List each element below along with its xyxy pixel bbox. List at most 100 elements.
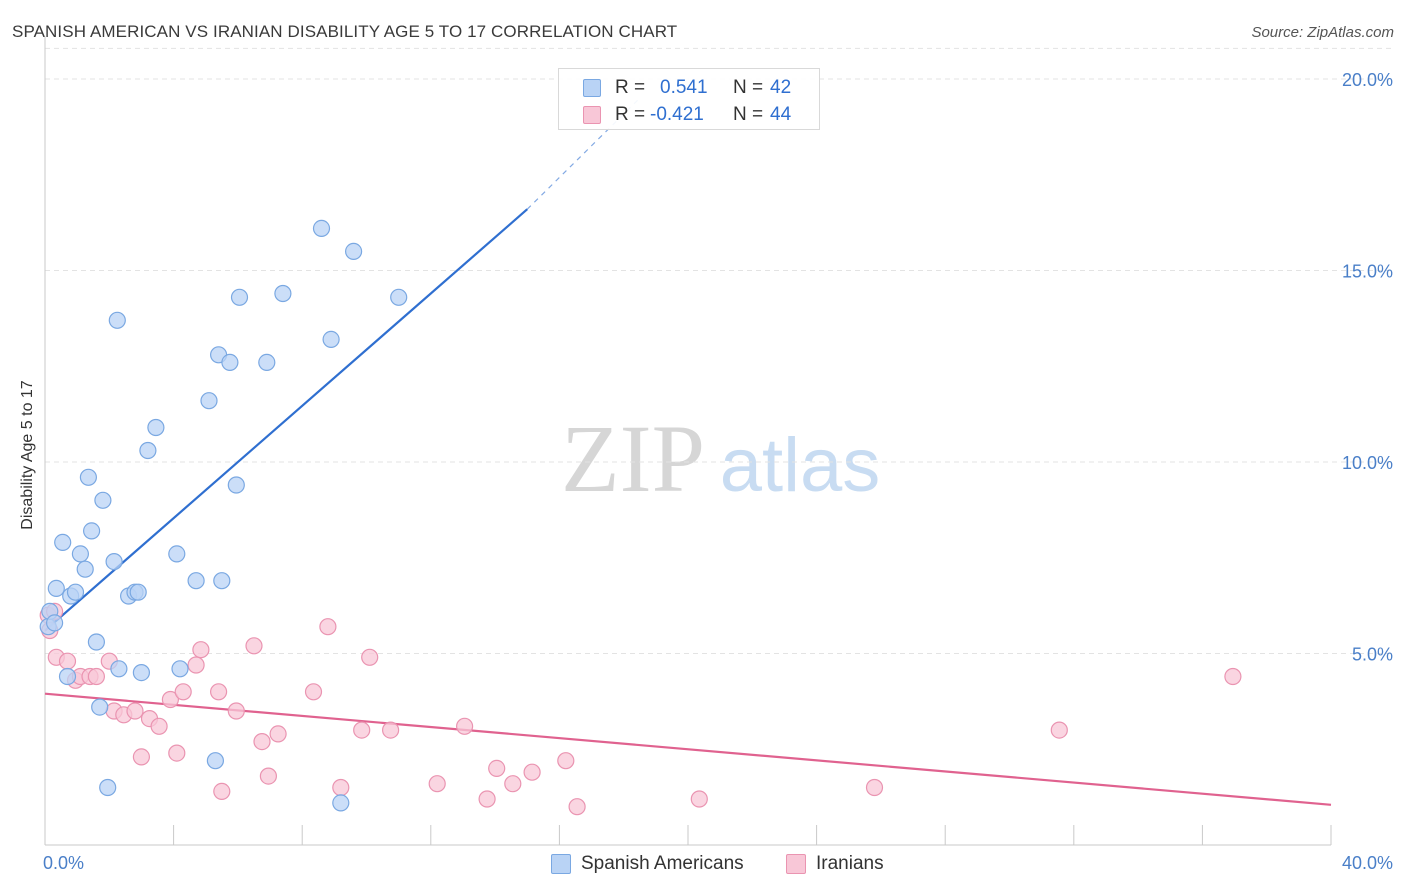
y-tick-label: 10.0% <box>1342 453 1393 473</box>
iranian-point <box>523 763 541 781</box>
iranian-point <box>382 721 400 739</box>
legend-swatch-blue <box>551 854 571 874</box>
iranian-point <box>174 683 192 701</box>
iranian-point <box>187 656 205 674</box>
legend-r-value: -0.421 <box>650 104 704 125</box>
iranian-point <box>1050 721 1068 739</box>
legend-n-label: N = <box>733 104 764 125</box>
spanish-american-point <box>79 468 98 486</box>
legend-swatch-pink <box>786 854 806 874</box>
spanish-american-point <box>110 660 128 678</box>
spanish-american-point <box>227 476 245 494</box>
spanish-american-point <box>390 288 408 306</box>
y-tick-label: 5.0% <box>1352 645 1393 665</box>
iranian-point <box>1224 667 1242 686</box>
spanish-american-point <box>45 614 64 632</box>
iranian-point <box>319 618 337 636</box>
spanish-american-point <box>91 698 109 716</box>
iranian-point <box>332 778 350 797</box>
iranian-point <box>227 702 245 720</box>
iranian-point <box>361 648 379 666</box>
iranian-point <box>168 744 186 762</box>
iranian-point <box>126 702 144 720</box>
spanish-american-point <box>47 579 65 598</box>
legend-n-value: 44 <box>770 104 792 125</box>
iranian-point <box>456 717 474 735</box>
x-tick-label: 0.0% <box>43 853 84 873</box>
legend-label: Spanish Americans <box>581 853 744 874</box>
spanish-american-point <box>258 353 276 371</box>
iranian-point <box>132 748 150 766</box>
spanish-american-point <box>332 794 350 812</box>
spanish-american-point <box>200 392 218 410</box>
watermark: ZIP atlas <box>561 405 880 512</box>
y-tick-label: 20.0% <box>1342 70 1393 90</box>
spanish-american-point <box>221 353 239 371</box>
spanish-american-point <box>206 752 224 770</box>
data-points <box>39 219 1242 816</box>
spanish-american-point <box>66 583 85 601</box>
spanish-american-point <box>82 522 101 540</box>
spanish-american-point <box>76 560 94 578</box>
iranian-point <box>865 778 884 797</box>
spanish-american-point <box>322 330 340 348</box>
spanish-american-point <box>105 552 123 571</box>
spanish-american-point <box>71 545 90 563</box>
spanish-american-point <box>312 219 331 237</box>
spanish-american-point <box>129 583 147 601</box>
y-tick-labels: 5.0% 10.0% 15.0% 20.0% <box>1342 70 1393 665</box>
iranian-point <box>253 732 271 751</box>
legend-r-label: R = <box>615 104 646 125</box>
iranians-trend-line <box>44 692 1332 806</box>
iranian-point <box>353 721 371 739</box>
x-tick-label: 40.0% <box>1342 853 1393 873</box>
spanish-american-point <box>168 545 186 563</box>
iranian-point <box>488 759 506 778</box>
iranian-point <box>150 717 168 735</box>
legend-label: Iranians <box>816 853 884 874</box>
spanish-american-point <box>132 663 150 682</box>
spanish-american-point <box>94 491 112 509</box>
series-legend: Spanish Americans Iranians <box>0 852 1406 878</box>
legend-r-label: R = <box>615 77 646 98</box>
legend-n-label: N = <box>733 77 764 98</box>
iranian-point <box>58 652 77 670</box>
axes <box>44 36 1332 846</box>
iranian-point <box>161 690 179 709</box>
gridlines <box>45 47 1395 654</box>
iranian-point <box>210 683 228 701</box>
iranian-point <box>504 775 522 793</box>
spanish-american-point <box>147 418 165 437</box>
source-label: Source: ZipAtlas.com <box>1251 24 1394 41</box>
y-tick-label: 15.0% <box>1342 262 1393 282</box>
iranian-point <box>269 725 287 743</box>
spanish-american-point <box>171 660 189 678</box>
iranian-point <box>245 637 263 655</box>
iranian-point <box>213 782 231 801</box>
spanish-american-point <box>54 533 72 552</box>
spanish-americans-trend-line <box>44 208 528 632</box>
legend-swatch-blue <box>583 79 601 97</box>
watermark-atlas: atlas <box>720 423 881 508</box>
iranian-point <box>304 683 323 701</box>
spanish-american-point <box>213 572 231 590</box>
iranian-point <box>568 798 586 816</box>
chart-title: SPANISH AMERICAN VS IRANIAN DISABILITY A… <box>12 22 678 41</box>
iranian-point <box>690 790 708 808</box>
spanish-american-point <box>87 633 106 651</box>
iranian-point <box>87 667 106 686</box>
legend-n-value: 42 <box>770 77 792 98</box>
spanish-american-point <box>187 572 205 590</box>
spanish-american-point <box>274 284 292 303</box>
x-tick-labels: 0.0% 40.0% <box>43 853 1393 873</box>
iranian-point <box>557 752 575 770</box>
iranian-point <box>428 775 446 793</box>
spanish-american-point <box>345 242 363 260</box>
watermark-zip: ZIP <box>561 405 705 512</box>
spanish-american-point <box>139 441 157 460</box>
iranian-point <box>259 767 277 785</box>
spanish-american-point <box>108 311 126 329</box>
correlation-legend: R = 0.541 N = 42 R = -0.421 N = 44 <box>558 68 820 130</box>
legend-swatch-pink <box>583 106 601 124</box>
